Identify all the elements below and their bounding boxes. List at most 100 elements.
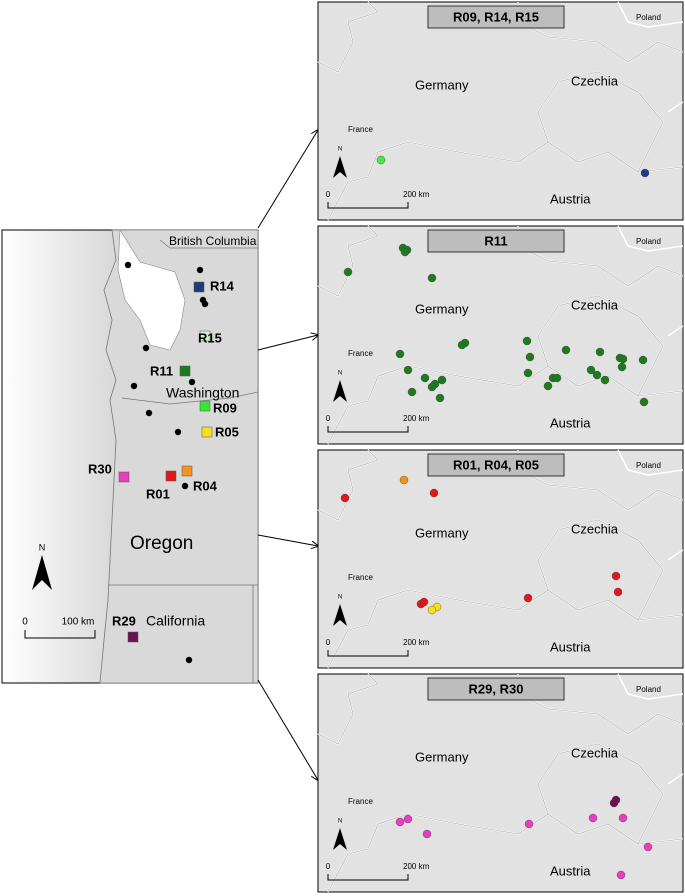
country-label: France <box>348 573 373 582</box>
title-box <box>427 5 565 29</box>
city-dot <box>188 378 196 386</box>
scale-label: 100 km <box>62 617 95 628</box>
site-point <box>600 375 610 385</box>
site-label: R29 <box>112 613 136 628</box>
city-dot <box>124 261 132 269</box>
site-point <box>592 370 602 380</box>
site-point <box>586 365 596 375</box>
north-arrow <box>333 156 347 178</box>
site-point <box>407 387 417 397</box>
borders <box>317 449 684 669</box>
scale-label: 200 km <box>403 190 430 199</box>
site-marker <box>181 465 193 477</box>
city-dot <box>201 300 209 308</box>
country-label: Czechia <box>571 297 619 312</box>
city-dot <box>196 266 204 274</box>
borders <box>317 225 684 445</box>
site-point <box>617 362 627 372</box>
panels: R09, R14, R15 Germany Czechia Austria France… <box>317 1 684 893</box>
site-point <box>420 373 430 383</box>
panel-title: R29, R30 <box>469 681 524 696</box>
site-point <box>588 813 598 823</box>
scale-label: 0 <box>326 414 331 423</box>
north-arrow <box>32 555 52 590</box>
panel-title: R01, R04, R05 <box>453 457 539 472</box>
overview-map: British Columbia Washington Oregon Calif… <box>1 229 259 684</box>
land <box>99 229 259 684</box>
title-box <box>427 229 565 253</box>
north-arrow <box>333 380 347 402</box>
region-label: British Columbia <box>169 234 257 248</box>
site-marker <box>193 281 205 293</box>
site-label: R09 <box>213 400 237 415</box>
site-point <box>427 382 437 392</box>
site-point <box>400 247 410 257</box>
site-point <box>524 819 534 829</box>
country-label: France <box>348 125 373 134</box>
site-point <box>343 267 353 277</box>
arrows <box>257 130 318 780</box>
north-label: N <box>338 147 342 153</box>
scale-label: 200 km <box>403 638 430 647</box>
site-point <box>611 571 621 581</box>
north-label: N <box>338 819 342 825</box>
site-label: R15 <box>198 330 222 345</box>
panel-title: R11 <box>484 233 507 248</box>
country-label: Poland <box>636 13 661 22</box>
detail-map: R29, R30 Germany Czechia Austria France Polan… <box>317 673 684 893</box>
site-marker <box>127 631 139 643</box>
country-label: Austria <box>550 415 591 430</box>
salish-sea <box>117 229 186 351</box>
site-point <box>427 273 437 283</box>
region-label: California <box>146 613 205 629</box>
site-point <box>595 347 605 357</box>
site-point <box>613 587 623 597</box>
site-point <box>340 493 350 503</box>
country-label: France <box>348 797 373 806</box>
site-point <box>399 475 409 485</box>
site-marker <box>165 470 177 482</box>
country-label: Poland <box>636 237 661 246</box>
site-point <box>525 352 535 362</box>
site-point <box>561 345 571 355</box>
site-label: R30 <box>88 461 112 476</box>
country-label: Austria <box>550 639 591 654</box>
north-label: N <box>338 371 342 377</box>
country-label: Germany <box>415 77 469 92</box>
map-frame <box>317 225 684 445</box>
scale-label: 0 <box>326 862 331 871</box>
site-point <box>523 368 533 378</box>
site-point <box>419 597 429 607</box>
country-label: Austria <box>550 191 591 206</box>
site-point <box>403 365 413 375</box>
site-marker <box>179 365 191 377</box>
region-label: Oregon <box>130 533 193 554</box>
country-label: Czechia <box>571 745 619 760</box>
country-label: Czechia <box>571 73 619 88</box>
site-marker <box>199 400 211 412</box>
site-point <box>523 593 533 603</box>
site-point <box>543 381 553 391</box>
site-point <box>640 168 650 178</box>
borders <box>317 673 684 893</box>
site-point <box>643 842 653 852</box>
site-point <box>522 336 532 346</box>
borders <box>317 1 684 221</box>
detail-map: R11 Germany Czechia Austria France Poland N 0 20… <box>317 225 684 445</box>
site-point <box>639 397 649 407</box>
country-label: Germany <box>415 301 469 316</box>
site-label: R11 <box>150 363 173 378</box>
title-box <box>427 453 565 477</box>
north-label: N <box>39 542 46 552</box>
site-point <box>422 829 432 839</box>
site-label: R04 <box>193 478 218 493</box>
site-label: R14 <box>210 278 235 293</box>
country-label: Germany <box>415 525 469 540</box>
scale-label: 0 <box>326 638 331 647</box>
scale-label: 0 <box>22 617 28 628</box>
site-point <box>437 375 447 385</box>
city-dot <box>145 409 153 417</box>
site-marker <box>118 471 130 483</box>
city-dot <box>185 656 193 664</box>
north-arrow <box>333 604 347 626</box>
